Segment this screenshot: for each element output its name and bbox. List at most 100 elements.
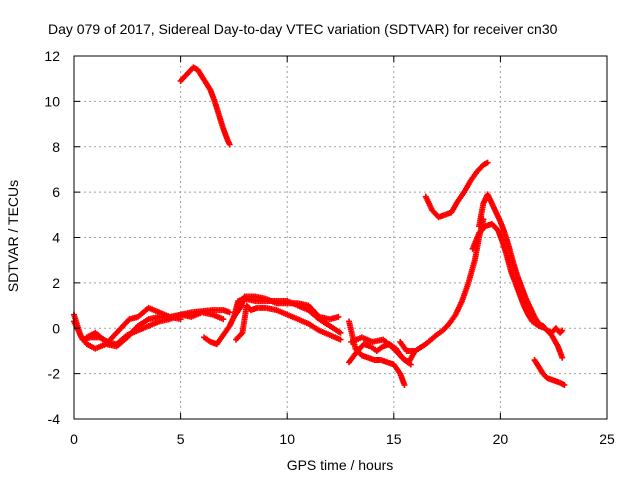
x-axis-ticks: 0 5 10 15 20 25 [70,56,615,447]
series-trace [199,74,209,85]
series-trace [386,359,396,367]
series-track-12 [476,191,566,336]
data-point [407,361,414,368]
series-trace [475,163,486,174]
series-trace [346,320,358,350]
data-point [559,354,566,361]
series-trace [85,330,97,340]
y-tick-label: -4 [48,411,61,427]
series-trace [195,67,205,79]
series-trace [375,344,385,353]
series-trace [221,324,232,337]
series-trace [239,304,250,334]
series-track-14 [422,159,491,221]
x-tick-label: 20 [493,431,509,447]
series-trace [391,363,403,376]
y-tick-label: 2 [52,275,60,291]
series-trace [328,323,342,335]
series-track-6 [230,293,342,323]
series-trace [392,347,407,362]
data-points [71,64,568,388]
series-trace [532,358,541,369]
data-point [401,381,408,388]
series-trace [225,138,232,146]
series-trace [449,199,460,214]
data-point [335,313,342,320]
series-trace [234,331,245,342]
y-tick-label: -2 [48,366,61,382]
series-trace [558,380,566,388]
series-trace [477,224,488,235]
y-axis-ticks: -4 -2 0 2 4 6 8 10 12 [44,48,607,427]
data-point [559,327,566,334]
series-trace [231,306,243,319]
series-trace [249,305,259,313]
series-trace [484,221,494,229]
series-trace [178,72,189,83]
series-trace [553,326,563,335]
series-trace [543,326,554,337]
x-axis-title: GPS time / hours [287,457,394,473]
x-tick-label: 5 [177,431,185,447]
series-trace [558,328,565,335]
series-trace [202,335,212,344]
data-point [561,381,568,388]
series-trace [368,344,379,353]
series-track-3 [83,309,227,348]
series-trace [462,179,473,194]
series-trace [435,328,445,337]
series-trace [347,349,360,364]
series-trace [537,323,547,331]
series-trace [307,321,321,333]
series-trace [545,375,556,383]
x-tick-label: 15 [386,431,402,447]
data-point [337,329,344,336]
grid [74,56,607,419]
series-trace [413,342,428,353]
series-trace [403,358,413,367]
series-trace [204,81,213,92]
series-trace [443,210,453,218]
series-trace [530,319,541,328]
series-track-13 [469,220,566,361]
y-tick-label: 4 [52,230,60,246]
series-trace [244,303,253,312]
y-tick-label: 6 [52,184,60,200]
series-trace [447,313,458,326]
data-point [226,141,233,148]
series-trace [381,337,396,351]
series-trace [549,333,561,348]
series-trace [437,212,447,220]
series-trace [398,340,409,353]
series-trace [209,339,219,347]
y-tick-label: 8 [52,139,60,155]
series-trace [525,312,535,324]
series-trace [360,353,370,361]
series-trace [214,333,226,346]
y-axis-title: SDTVAR / TECUs [5,180,21,292]
series-trace [221,307,232,315]
chart-title: Day 079 of 2017, Sidereal Day-to-day VTE… [48,21,558,37]
series-trace [362,341,372,349]
x-tick-label: 10 [279,431,295,447]
series-trace [366,355,377,363]
data-point [337,336,344,343]
data-point [220,316,227,323]
series-trace [379,357,389,365]
series-trace [136,317,151,329]
series-trace [552,377,562,386]
series-trace [490,222,500,233]
series-track-15 [531,357,568,388]
y-tick-label: 10 [44,93,60,109]
y-tick-label: 0 [52,320,60,336]
series-trace [306,303,321,319]
series-trace [136,306,151,319]
series-track-11 [397,216,487,354]
series-trace [549,326,558,335]
series-trace [93,331,108,344]
data-point [484,159,491,166]
series-trace [465,259,478,284]
series-trace [541,371,550,381]
x-tick-label: 25 [599,431,615,447]
